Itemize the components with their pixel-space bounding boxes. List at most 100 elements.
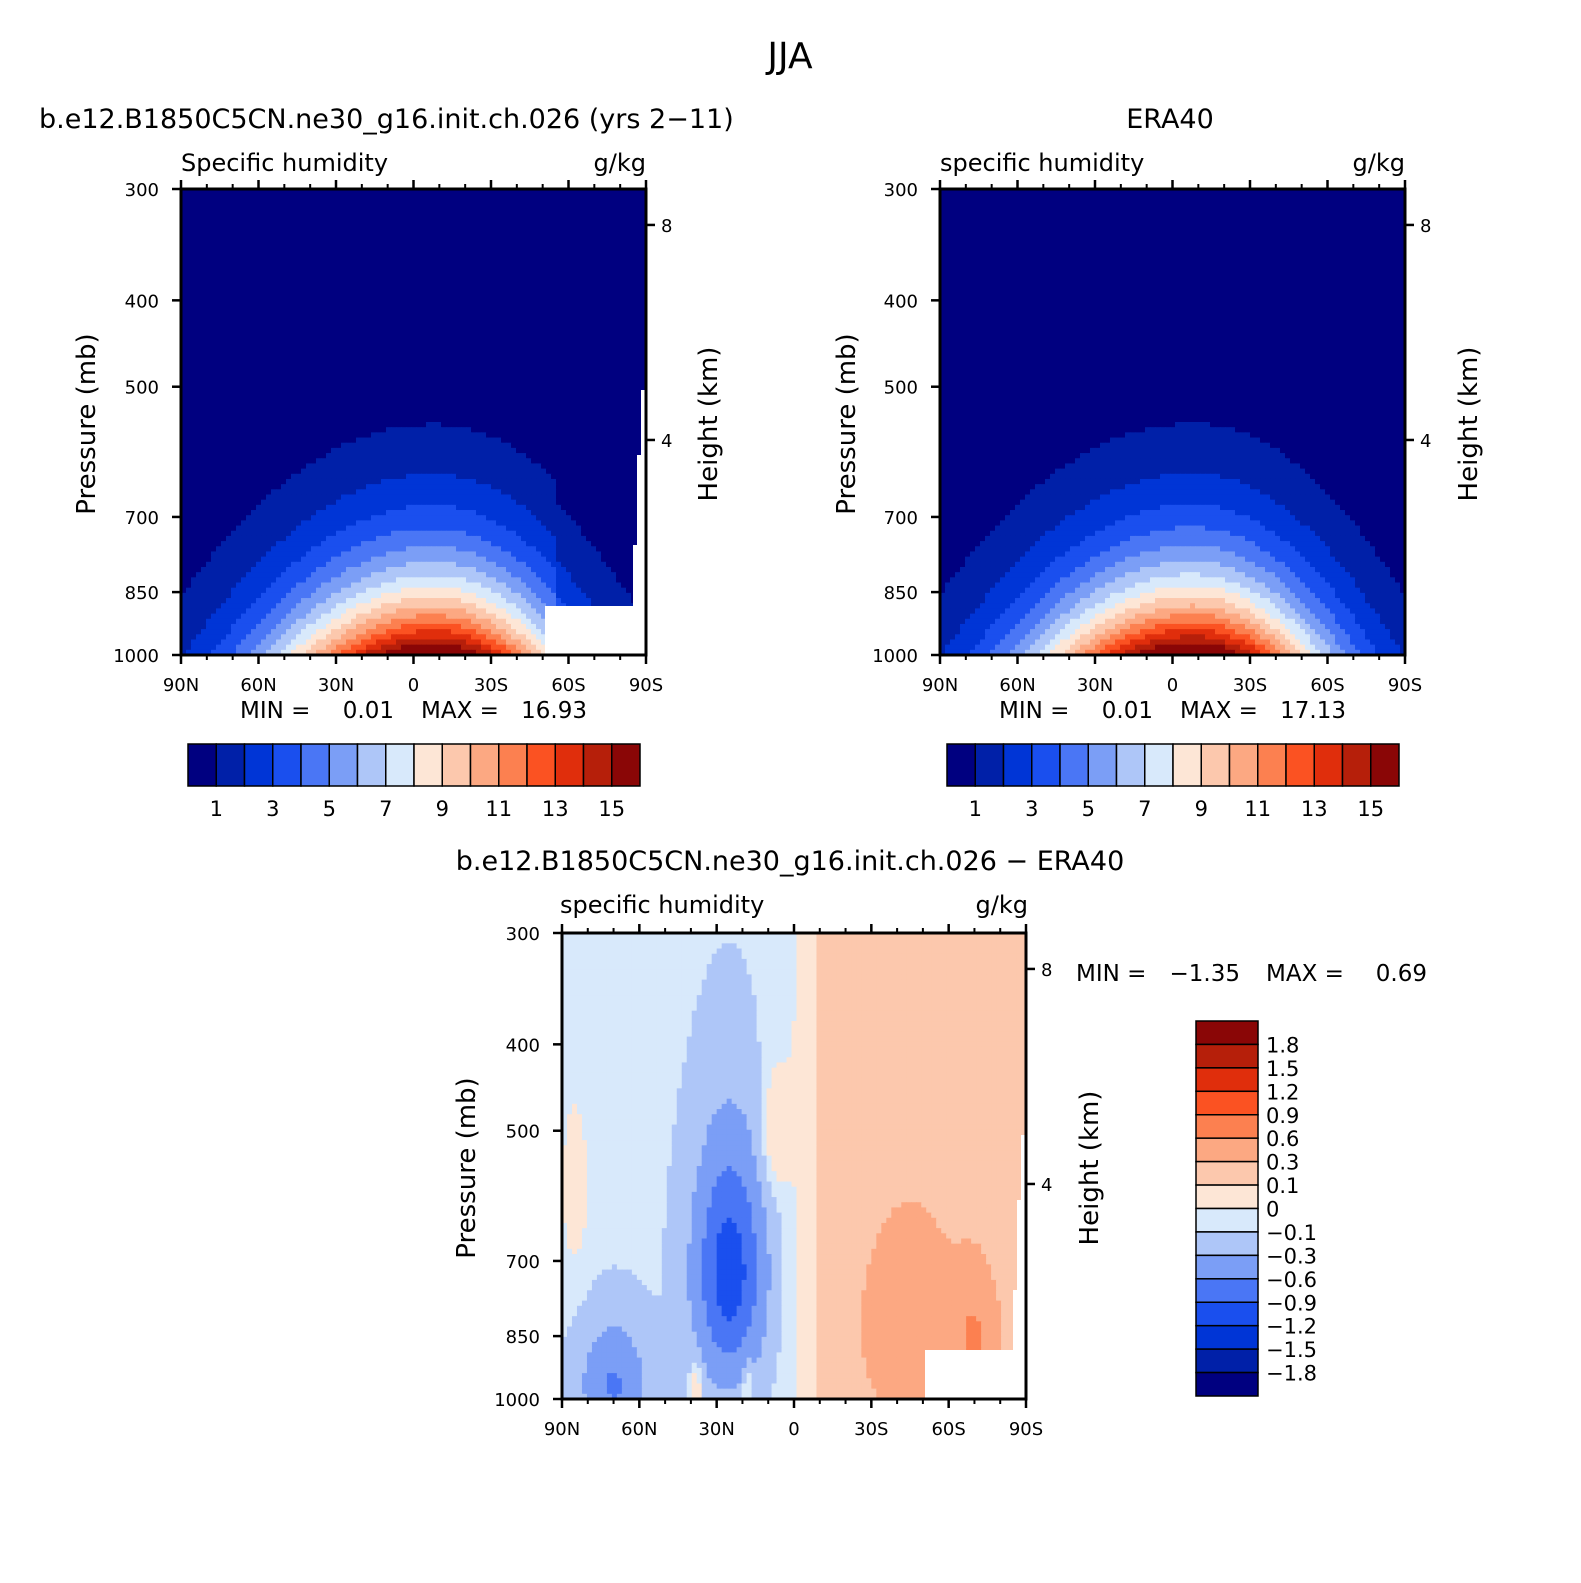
field-cell [391,427,397,433]
field-cell [376,458,382,465]
field-cell [436,401,442,408]
field-cell [206,297,212,304]
field-cell [601,432,607,439]
field-cell [506,292,512,299]
field-cell [371,370,377,376]
panel-model: Specific humidity g/kg 90N 60N 30N 0 30S 60S 9… [72,149,724,821]
field-cell [341,220,347,226]
field-cell [501,333,507,340]
field-cell [516,396,522,402]
field-cell [491,245,497,252]
field-cell [226,411,232,418]
field-cell [266,277,272,283]
field-cell [211,422,217,428]
field-cell [351,261,357,268]
field-cell [546,349,552,356]
field-cell [406,271,412,278]
field-cell [521,225,527,232]
field-cell [456,354,462,361]
field-cell [516,406,522,413]
field-cell [291,380,297,387]
field-cell [571,453,577,459]
field-cell [561,385,567,392]
field-cell [371,447,377,454]
field-cell [546,204,552,211]
field-cell [556,328,562,335]
field-cell [491,447,497,454]
field-cell [421,287,427,294]
field-cell [296,297,302,304]
field-cell [521,292,527,299]
field-cell [626,458,632,465]
field-cell [566,370,572,376]
field-cell [371,240,377,247]
field-cell [566,225,572,232]
field-cell [611,323,617,330]
field-cell [226,344,232,351]
field-cell [201,442,207,449]
field-cell [206,194,212,200]
field-cell [271,453,277,459]
field-cell [441,313,447,320]
field-cell [616,437,622,444]
field-cell [531,401,537,408]
field-cell [441,437,447,444]
field-cell [196,271,202,278]
field-cell [246,204,252,211]
field-cell [381,333,387,340]
field-cell [211,266,217,273]
field-cell [596,453,602,459]
field-cell [611,328,617,335]
field-cell [291,189,297,195]
field-cell [271,349,277,356]
field-cell [241,277,247,283]
field-cell [321,266,327,273]
field-cell [226,313,232,320]
field-cell [371,214,377,221]
field-cell [411,406,417,413]
field-cell [321,251,327,257]
field-cell [401,432,407,439]
field-cell [626,313,632,320]
field-cell [486,245,492,252]
field-cell [611,432,617,439]
field-cell [386,458,392,465]
field-cell [566,401,572,408]
field-cell [231,432,237,439]
field-cell [591,442,597,449]
field-cell [216,266,222,273]
field-cell [501,396,507,402]
field-cell [441,199,447,206]
field-cell [446,333,452,340]
field-cell [481,333,487,340]
field-cell [336,189,342,195]
field-cell [306,328,312,335]
field-cell [526,380,532,387]
field-cell [371,359,377,366]
field-cell [616,416,622,423]
field-cell [321,344,327,351]
field-cell [276,230,282,237]
field-cell [586,240,592,247]
field-cell [301,251,307,257]
field-cell [351,396,357,402]
field-cell [406,385,412,392]
field-cell [211,349,217,356]
field-cell [376,422,382,428]
field-cell [526,261,532,268]
field-cell [281,365,287,371]
field-cell [326,189,332,195]
field-cell [396,225,402,232]
field-cell [206,390,212,397]
field-cell [436,230,442,237]
field-cell [566,458,572,465]
field-cell [356,453,362,459]
field-cell [616,251,622,257]
field-cell [271,251,277,257]
field-cell [636,308,642,314]
field-cell [271,292,277,299]
field-cell [576,370,582,376]
field-cell [596,292,602,299]
field-cell [546,437,552,444]
field-cell [346,359,352,366]
